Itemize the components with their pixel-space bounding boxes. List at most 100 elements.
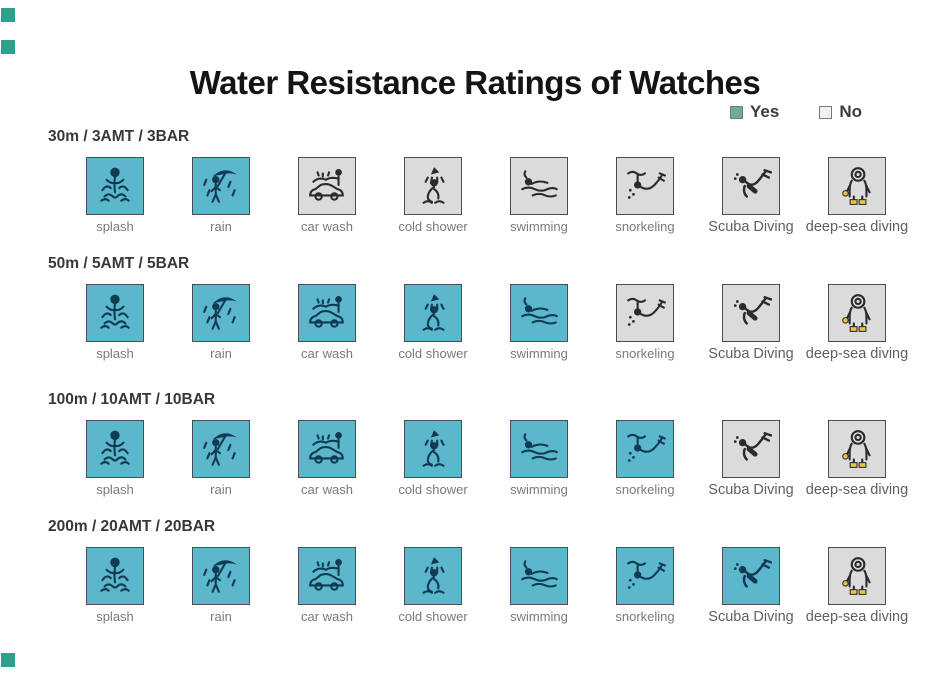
activity-label: splash: [96, 482, 134, 497]
activity-slot-swimming: swimming: [486, 420, 592, 498]
activity-label: cold shower: [398, 346, 468, 361]
activity-label: deep-sea diving: [805, 482, 909, 498]
activity-label: rain: [210, 482, 232, 497]
cell-scuba-diving-no: [722, 284, 780, 342]
activity-slot-splash: splash: [62, 547, 168, 625]
car-wash-icon: [306, 555, 348, 597]
cell-splash-yes: [86, 547, 144, 605]
cell-deep-sea-diving-no: [828, 284, 886, 342]
rating-section-100m: 100m / 10AMT / 10BAR splash rain car wash co…: [0, 388, 950, 498]
activity-slot-rain: rain: [168, 547, 274, 625]
activity-label: swimming: [510, 346, 568, 361]
cell-rain-yes: [192, 420, 250, 478]
rating-section-50m: 50m / 5AMT / 5BAR splash rain car wash cold …: [0, 252, 950, 362]
legend-item-no: No: [819, 102, 862, 122]
activity-label: Scuba Diving: [708, 609, 794, 625]
swimmer-icon: [518, 165, 560, 207]
activity-label: swimming: [510, 482, 568, 497]
splash-icon: [94, 555, 136, 597]
legend-yes-label: Yes: [750, 102, 780, 121]
activity-label: snorkeling: [615, 609, 675, 624]
scuba-diver-icon: [730, 292, 773, 334]
activity-slot-swimming: swimming: [486, 547, 592, 625]
splash-icon: [94, 292, 136, 334]
splash-icon: [94, 428, 136, 470]
activity-label: deep-sea diving: [805, 346, 909, 362]
activity-row: splash rain car wash cold shower swimming sno…: [62, 547, 910, 625]
activity-slot-rain: rain: [168, 157, 274, 235]
activity-label: car wash: [300, 482, 354, 497]
activity-label: deep-sea diving: [805, 219, 909, 235]
rain-umbrella-icon: [200, 428, 242, 470]
activity-slot-car-wash: car wash: [274, 157, 380, 235]
cell-deep-sea-diving-no: [828, 547, 886, 605]
cell-snorkeling-yes: [616, 547, 674, 605]
cell-car-wash-no: [298, 157, 356, 215]
legend: Yes No: [730, 102, 862, 122]
activity-label: car wash: [300, 346, 354, 361]
activity-label: swimming: [510, 609, 568, 624]
page-title: Water Resistance Ratings of Watches: [189, 64, 761, 102]
activity-row: splash rain car wash cold shower swimming sno…: [62, 420, 910, 498]
legend-item-yes: Yes: [730, 102, 779, 122]
activity-label: cold shower: [398, 482, 468, 497]
activity-slot-cold-shower: cold shower: [380, 420, 486, 498]
cell-splash-yes: [86, 284, 144, 342]
activity-label: snorkeling: [615, 346, 675, 361]
cell-rain-yes: [192, 284, 250, 342]
activity-slot-scuba-diving: Scuba Diving: [698, 284, 804, 362]
car-wash-icon: [306, 428, 348, 470]
cell-swimming-yes: [510, 284, 568, 342]
cell-deep-sea-diving-no: [828, 420, 886, 478]
cell-swimming-no: [510, 157, 568, 215]
activity-label: Scuba Diving: [708, 482, 794, 498]
rating-row-header: 30m / 3AMT / 3BAR: [48, 128, 190, 145]
activity-label: splash: [96, 346, 134, 361]
corner-decoration: [1, 653, 15, 667]
activity-label: rain: [210, 219, 232, 234]
cell-splash-yes: [86, 157, 144, 215]
cell-snorkeling-no: [616, 157, 674, 215]
activity-label: rain: [210, 609, 232, 624]
activity-slot-cold-shower: cold shower: [380, 547, 486, 625]
activity-label: cold shower: [398, 609, 468, 624]
rating-row-header: 100m / 10AMT / 10BAR: [48, 391, 216, 408]
cell-rain-yes: [192, 157, 250, 215]
activity-row: splash rain car wash cold shower swimming sno…: [62, 157, 910, 235]
cell-snorkeling-yes: [616, 420, 674, 478]
splash-icon: [94, 165, 136, 207]
cell-snorkeling-no: [616, 284, 674, 342]
activity-slot-car-wash: car wash: [274, 420, 380, 498]
activity-label: Scuba Diving: [708, 346, 794, 362]
cell-deep-sea-diving-no: [828, 157, 886, 215]
rain-umbrella-icon: [200, 292, 242, 334]
activity-slot-car-wash: car wash: [274, 547, 380, 625]
activity-slot-swimming: swimming: [486, 284, 592, 362]
activity-slot-snorkeling: snorkeling: [592, 157, 698, 235]
activity-slot-deep-sea-diving: deep-sea diving: [804, 420, 910, 498]
activity-label: splash: [96, 609, 134, 624]
rating-row-header: 200m / 20AMT / 20BAR: [48, 518, 216, 535]
car-wash-icon: [306, 165, 348, 207]
cell-swimming-yes: [510, 547, 568, 605]
legend-no-label: No: [839, 102, 862, 121]
activity-label: Scuba Diving: [708, 219, 794, 235]
scuba-diver-icon: [730, 165, 773, 207]
activity-slot-deep-sea-diving: deep-sea diving: [804, 547, 910, 625]
cold-shower-icon: [412, 292, 454, 334]
activity-slot-swimming: swimming: [486, 157, 592, 235]
swimmer-icon: [518, 428, 560, 470]
activity-slot-cold-shower: cold shower: [380, 157, 486, 235]
rain-umbrella-icon: [200, 555, 242, 597]
swimmer-icon: [518, 292, 560, 334]
snorkeler-icon: [624, 292, 666, 334]
rating-section-30m: 30m / 3AMT / 3BAR splash rain car wash cold …: [0, 125, 950, 235]
cell-splash-yes: [86, 420, 144, 478]
activity-label: rain: [210, 346, 232, 361]
activity-slot-splash: splash: [62, 157, 168, 235]
corner-decoration: [1, 40, 15, 54]
snorkeler-icon: [624, 555, 666, 597]
swimmer-icon: [518, 555, 560, 597]
activity-slot-cold-shower: cold shower: [380, 284, 486, 362]
